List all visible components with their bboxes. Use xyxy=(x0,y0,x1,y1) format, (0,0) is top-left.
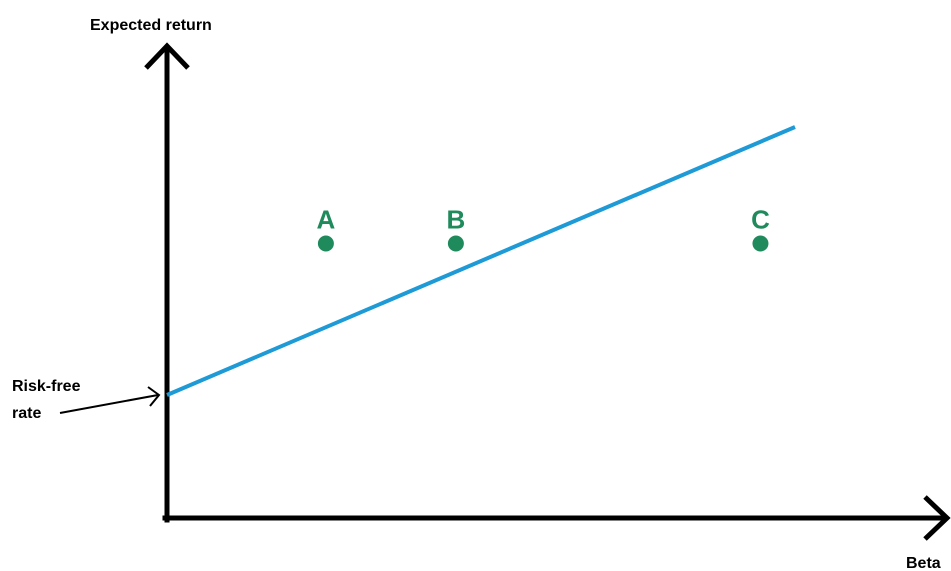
risk-free-arrow-shaft xyxy=(59,394,159,414)
y-axis-arrowhead xyxy=(144,42,190,70)
axes xyxy=(144,42,951,541)
risk-free-arrowhead xyxy=(147,386,161,407)
x-axis-arrowhead xyxy=(923,495,951,541)
point-c-marker xyxy=(752,235,769,252)
y-axis-title: Expected return xyxy=(90,17,212,34)
x-axis-title: Beta xyxy=(906,555,941,571)
point-a-label: A xyxy=(316,205,335,235)
points-layer: A B C xyxy=(316,205,770,252)
risk-free-label-line1: Risk-free xyxy=(12,378,81,395)
risk-free-annotation: Risk-free rate xyxy=(12,378,161,422)
point-c-label: C xyxy=(751,205,770,235)
risk-free-label-line2: rate xyxy=(12,405,41,422)
point-b-marker xyxy=(447,235,464,252)
point-a-marker xyxy=(317,235,334,252)
security-market-line xyxy=(166,125,796,397)
point-b-label: B xyxy=(446,205,465,235)
